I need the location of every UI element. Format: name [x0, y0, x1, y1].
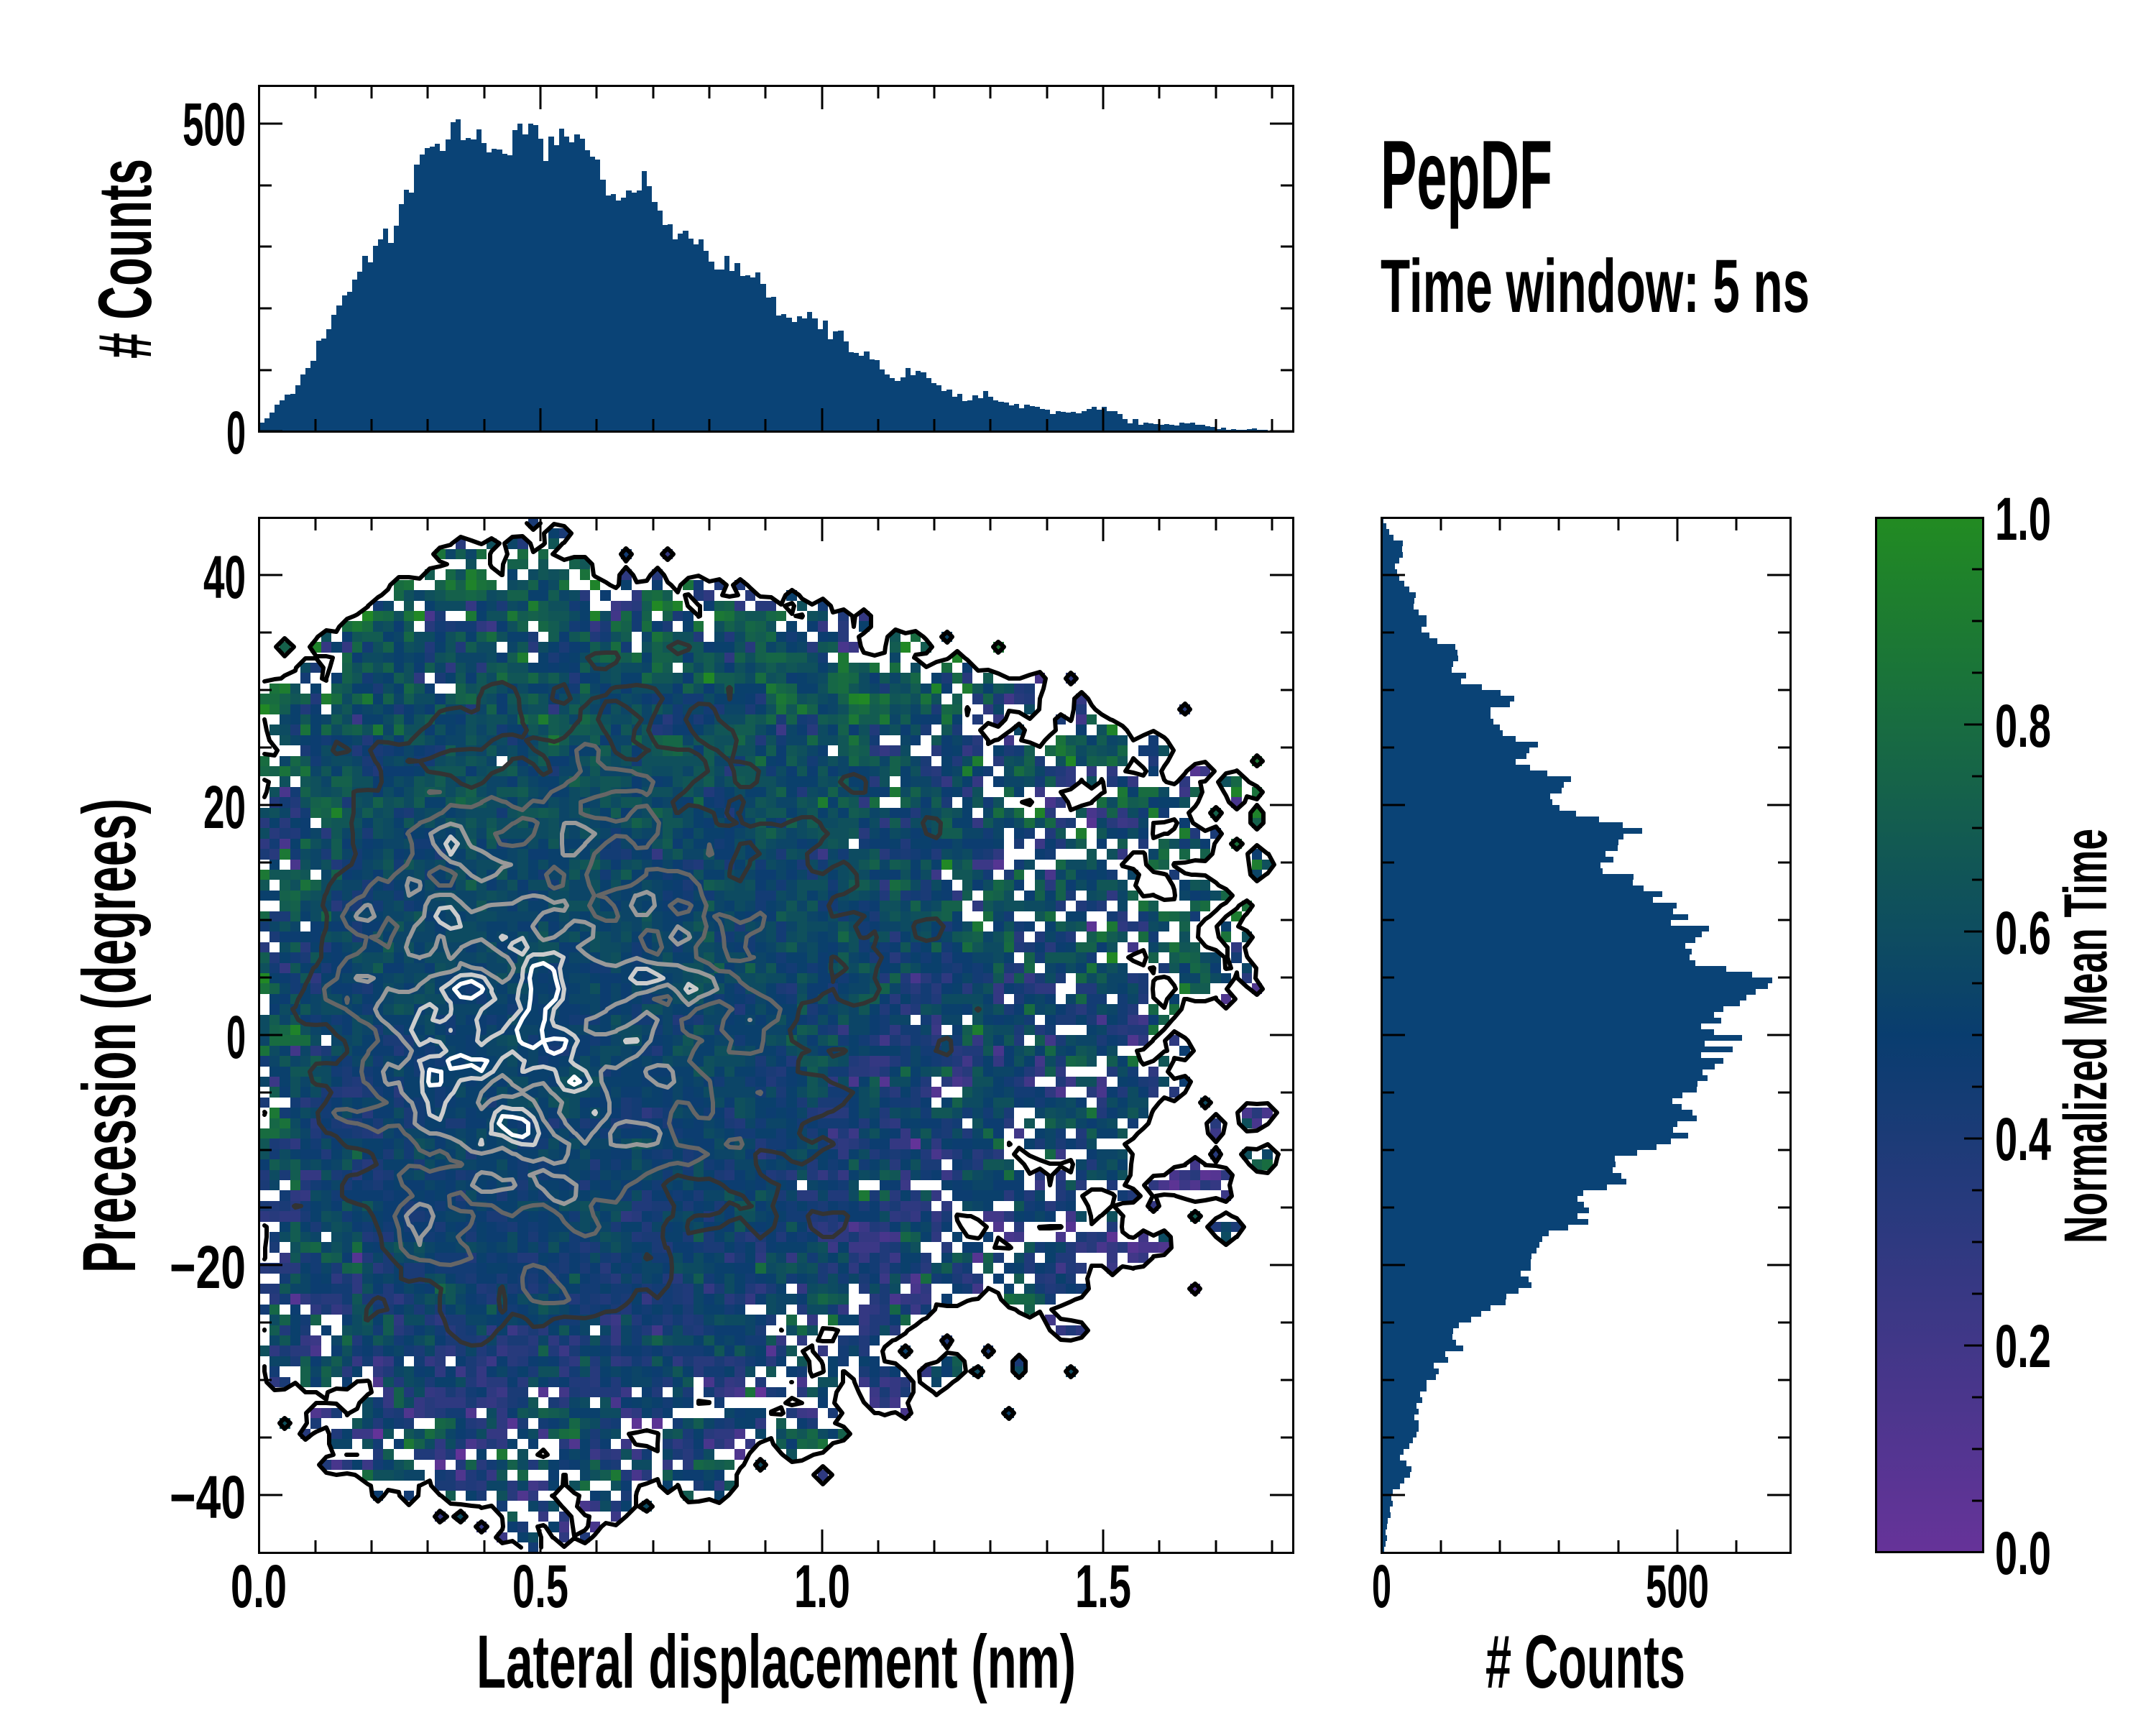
svg-text:0: 0 [226, 399, 246, 466]
svg-text:0.8: 0.8 [1995, 692, 2051, 760]
svg-text:−40: −40 [170, 1463, 246, 1531]
svg-text:Precession (degrees): Precession (degrees) [68, 799, 152, 1273]
svg-text:1.5: 1.5 [1075, 1552, 1131, 1620]
svg-text:20: 20 [203, 773, 246, 841]
svg-text:0.5: 0.5 [512, 1552, 568, 1620]
svg-text:Normalized Mean Time: Normalized Mean Time [2052, 829, 2119, 1243]
svg-text:0.6: 0.6 [1995, 899, 2051, 967]
svg-text:0.0: 0.0 [1995, 1519, 2051, 1587]
svg-text:Time window: 5 ns: Time window: 5 ns [1381, 244, 1810, 328]
svg-text:# Counts: # Counts [83, 159, 167, 359]
svg-text:0: 0 [226, 1003, 246, 1071]
svg-text:−20: −20 [170, 1233, 246, 1301]
svg-text:1.0: 1.0 [1995, 485, 2051, 553]
svg-text:# Counts: # Counts [1485, 1620, 1685, 1704]
svg-text:500: 500 [1646, 1552, 1709, 1620]
svg-text:0.2: 0.2 [1995, 1312, 2051, 1380]
svg-text:PepDF: PepDF [1381, 120, 1552, 229]
svg-text:500: 500 [183, 91, 246, 158]
svg-text:0.0: 0.0 [231, 1552, 287, 1620]
svg-text:0.4: 0.4 [1995, 1105, 2051, 1173]
svg-text:0: 0 [1372, 1552, 1391, 1620]
svg-text:40: 40 [203, 543, 246, 611]
svg-text:Lateral displacement (nm): Lateral displacement (nm) [476, 1620, 1076, 1704]
svg-text:1.0: 1.0 [794, 1552, 850, 1620]
